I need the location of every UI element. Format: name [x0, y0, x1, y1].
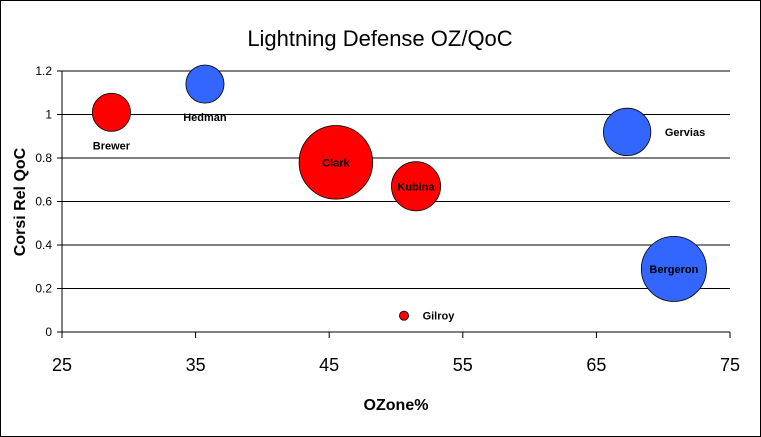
- bubble-bergeron: [640, 235, 707, 302]
- y-tick-label-0: 0: [45, 325, 52, 339]
- x-tick-label-5: 75: [720, 355, 740, 375]
- x-tick-label-2: 45: [319, 355, 339, 375]
- y-tick-labels: 0 0.2 0.4 0.6 0.8 1 1.2: [35, 64, 52, 339]
- bubble-hedman: [185, 64, 225, 104]
- x-tick-label-4: 65: [586, 355, 606, 375]
- y-tick-label-1: 0.2: [35, 282, 52, 296]
- bubble-label-brewer: Brewer: [93, 140, 131, 152]
- bubble-label-bergeron: Bergeron: [649, 264, 698, 276]
- bubble-gervias: [603, 107, 652, 157]
- chart-title: Lightning Defense OZ/QoC: [247, 26, 512, 51]
- x-tick-label-1: 35: [186, 355, 206, 375]
- y-tick-label-2: 0.4: [35, 238, 52, 252]
- gridlines: [62, 70, 730, 289]
- y-tick-label-5: 1: [45, 108, 52, 122]
- bubble-labels: Brewer Hedman Clark Kubina Gervias Bergeron Gi…: [93, 112, 705, 323]
- bubbles: [91, 64, 707, 321]
- bubble-brewer: [91, 92, 131, 132]
- x-tick-label-3: 55: [453, 355, 473, 375]
- y-tick-label-6: 1.2: [35, 64, 52, 78]
- x-axis-title: OZone%: [364, 397, 429, 414]
- bubble-gilroy: [399, 310, 409, 321]
- bubble-label-clark: Clark: [322, 157, 350, 169]
- bubble-label-gilroy: Gilroy: [423, 311, 456, 323]
- bubble-label-gervias: Gervias: [665, 127, 705, 139]
- bubble-clark: [298, 125, 374, 200]
- y-tick-label-4: 0.8: [35, 151, 52, 165]
- y-axis-title: Corsi Rel QoC: [12, 147, 29, 256]
- bubble-label-hedman: Hedman: [183, 112, 227, 124]
- x-tick-label-0: 25: [52, 355, 72, 375]
- bubble-label-kubina: Kubina: [397, 181, 435, 193]
- x-tick-labels: 25 35 45 55 65 75: [52, 355, 740, 375]
- axes: [57, 70, 731, 338]
- y-tick-label-3: 0.6: [35, 195, 52, 209]
- bubble-kubina: [391, 161, 442, 212]
